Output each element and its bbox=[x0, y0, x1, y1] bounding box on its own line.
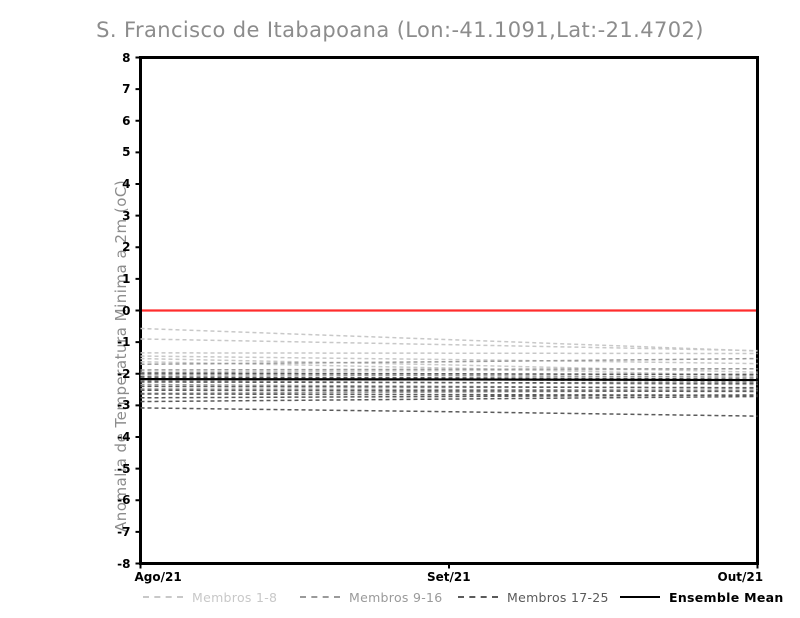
series-member-line bbox=[140, 393, 758, 397]
y-tick-label: 0 bbox=[122, 303, 131, 318]
y-tick-label: -2 bbox=[117, 366, 131, 381]
series-ensemble-mean bbox=[140, 378, 758, 382]
legend-label: Ensemble Mean bbox=[669, 589, 784, 605]
legend-label: Membros 1-8 bbox=[192, 589, 278, 605]
series-member-line bbox=[140, 327, 758, 352]
series-member-line bbox=[140, 355, 758, 365]
chart-title: S. Francisco de Itabapoana (Lon:-41.1091… bbox=[96, 18, 704, 42]
series-member-line bbox=[140, 388, 758, 391]
y-tick-label: 8 bbox=[122, 50, 131, 65]
series-member-line bbox=[140, 395, 758, 403]
series-member-line bbox=[140, 394, 758, 399]
x-tick-label: Set/21 bbox=[427, 569, 471, 584]
x-tick-label: Out/21 bbox=[717, 569, 764, 584]
legend-entry: Membros 17-25 bbox=[458, 588, 609, 606]
series-member-line bbox=[140, 372, 758, 376]
series-member-line bbox=[140, 357, 758, 366]
y-tick-label: -4 bbox=[117, 430, 131, 444]
legend-line-swatch bbox=[300, 596, 340, 598]
legend-label: Membros 17-25 bbox=[507, 589, 609, 605]
series-member-line bbox=[140, 352, 758, 355]
y-tick-label: 5 bbox=[122, 145, 131, 160]
y-tick-label: 2 bbox=[122, 240, 131, 255]
y-tick-label: -8 bbox=[117, 556, 131, 571]
y-tick-label: 4 bbox=[122, 177, 131, 191]
y-tick-label: -3 bbox=[117, 398, 131, 413]
series-member-line bbox=[140, 360, 758, 377]
legend-label: Membros 9-16 bbox=[349, 589, 443, 605]
chart-legend: Membros 1-8 Membros 9-16 Membros 17-25 Ense… bbox=[0, 588, 800, 608]
series-member-line bbox=[140, 389, 758, 393]
y-tick-label: 3 bbox=[122, 208, 131, 223]
y-tick-label: 7 bbox=[122, 82, 131, 97]
series-member-line bbox=[140, 373, 758, 378]
y-tick-label: -1 bbox=[117, 335, 131, 350]
legend-line-swatch bbox=[143, 596, 183, 598]
series-member-line bbox=[140, 407, 758, 417]
series-member-line bbox=[140, 381, 758, 384]
y-tick-label: -7 bbox=[117, 524, 131, 539]
series-member-line bbox=[140, 376, 758, 380]
legend-entry: Ensemble Mean bbox=[620, 588, 784, 606]
legend-entry: Membros 9-16 bbox=[300, 588, 443, 606]
legend-entry: Membros 1-8 bbox=[143, 588, 277, 606]
series-member-line bbox=[140, 367, 758, 371]
y-tick-label: -5 bbox=[117, 461, 131, 476]
legend-line-swatch bbox=[620, 595, 660, 599]
y-tick-label: 1 bbox=[122, 271, 131, 286]
y-tick-label: 6 bbox=[122, 113, 131, 128]
y-tick-label: -6 bbox=[117, 493, 131, 508]
legend-line-swatch bbox=[458, 596, 498, 598]
series-member-line bbox=[140, 338, 758, 352]
series-member-line bbox=[140, 385, 758, 389]
x-tick-label: Ago/21 bbox=[134, 569, 182, 584]
